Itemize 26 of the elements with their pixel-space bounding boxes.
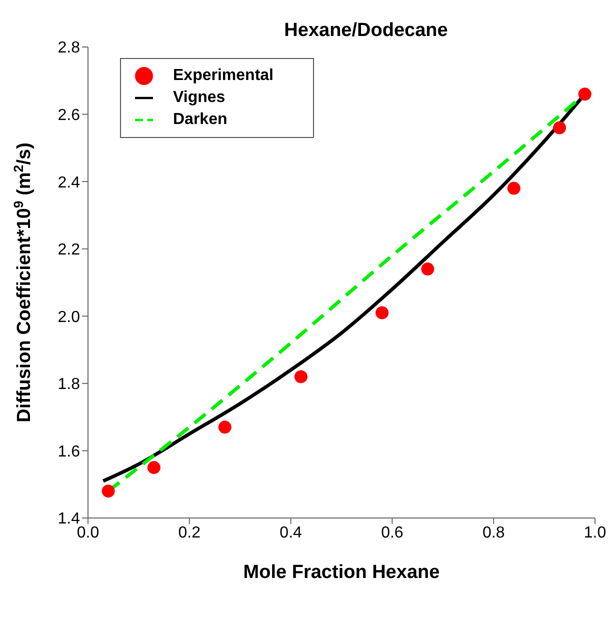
x-tick-label: 0.8 xyxy=(482,524,505,542)
x-tick-label: 0.2 xyxy=(178,524,201,542)
point xyxy=(294,370,308,384)
point xyxy=(147,461,160,474)
y-tick-label: 2.0 xyxy=(58,308,80,326)
legend-label: Experimental xyxy=(173,67,274,84)
point xyxy=(218,420,232,434)
x-tick-label: 0.4 xyxy=(280,524,302,542)
point xyxy=(578,88,592,101)
legend-label: Vignes xyxy=(173,89,226,106)
legend-label: Darken xyxy=(173,111,228,128)
point xyxy=(553,121,566,134)
x-axis-title: Mole Fraction Hexane xyxy=(243,562,440,583)
x-tick-label: 0.6 xyxy=(381,524,404,542)
y-tick-label: 2.2 xyxy=(58,242,80,259)
x-tick-label: 1.0 xyxy=(584,524,606,542)
point xyxy=(376,306,389,320)
y-tick-label: 2.4 xyxy=(58,174,80,192)
point xyxy=(421,262,434,276)
point xyxy=(102,484,115,498)
y-tick-label: 2.8 xyxy=(58,40,80,57)
y-tick-label: 1.6 xyxy=(58,443,80,460)
y-tick-label: 1.8 xyxy=(58,376,80,394)
point xyxy=(507,182,520,195)
y-tick-label: 2.6 xyxy=(58,106,80,124)
chart-title: Hexane/Dodecane xyxy=(284,20,448,41)
